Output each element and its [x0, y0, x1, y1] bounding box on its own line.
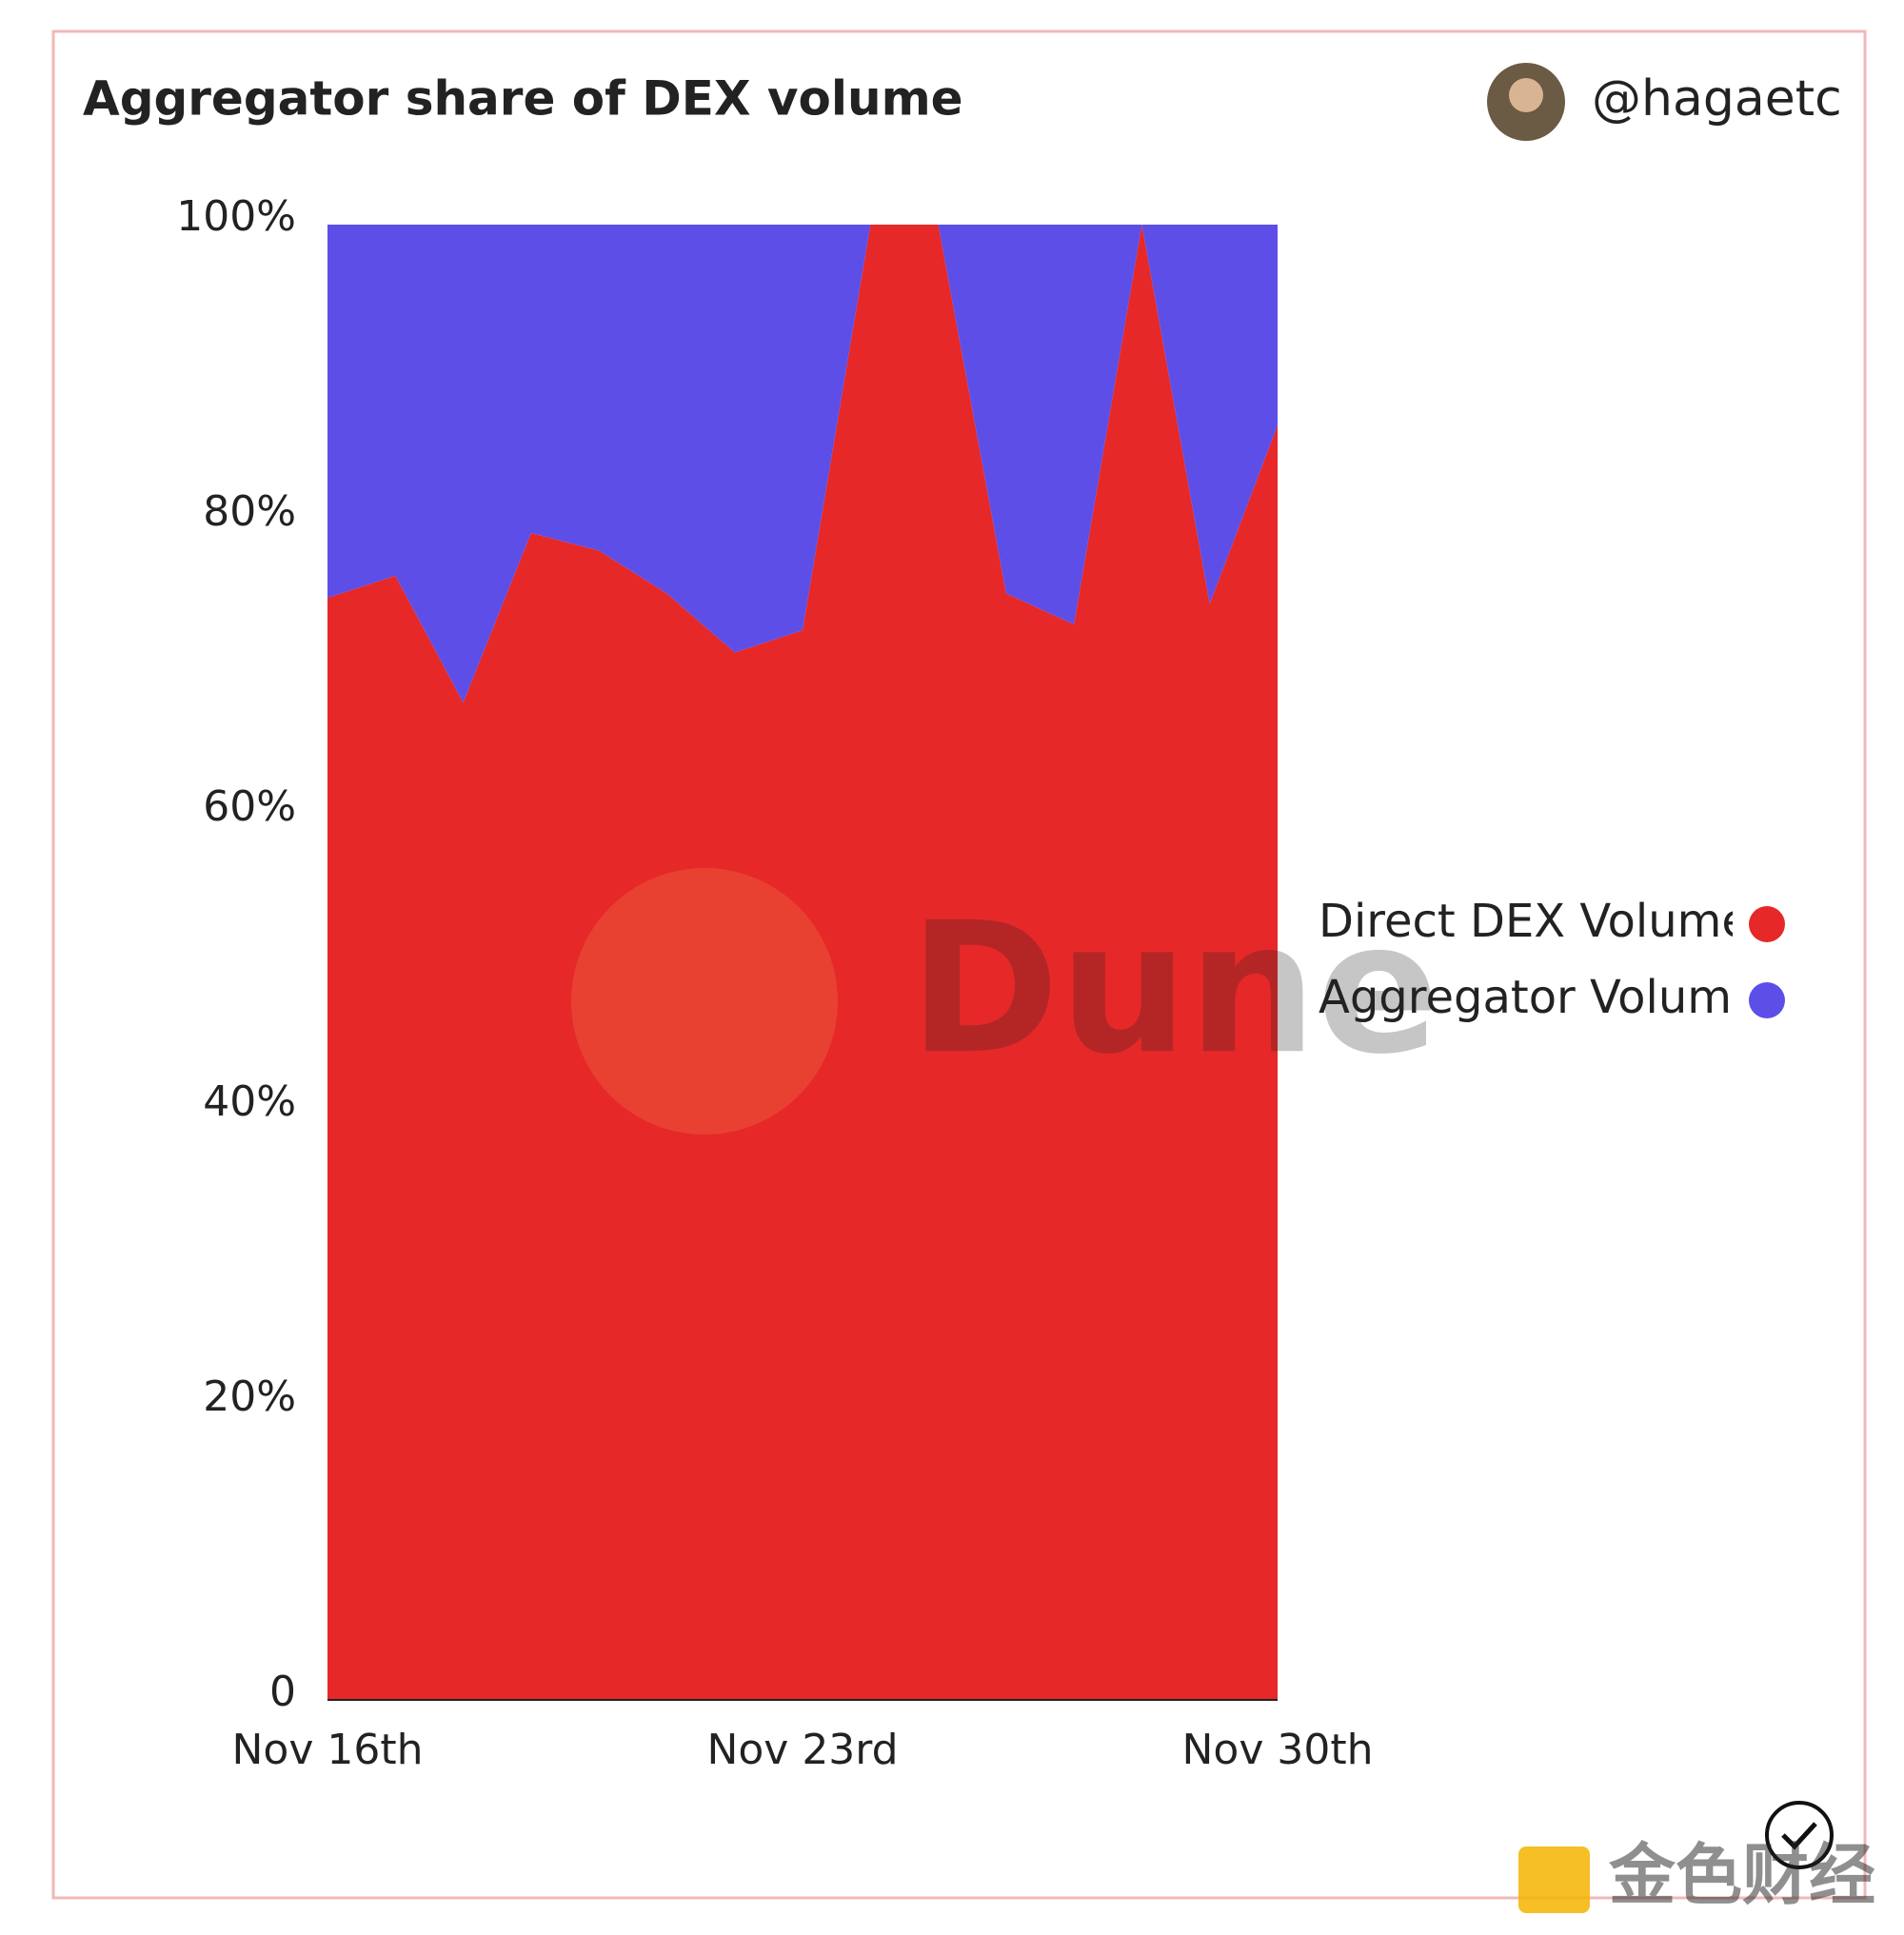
- area: [327, 225, 1278, 1700]
- y-tick-label: 80%: [203, 487, 296, 536]
- watermark-logo-2: [1518, 1846, 1590, 1913]
- check-mark: [1781, 1822, 1817, 1850]
- x-tick-label: Nov 23rd: [706, 1726, 898, 1774]
- frame: [51, 30, 1867, 1900]
- legend-swatch: [1749, 906, 1785, 942]
- plot: 0 20% 40% 60% 80% 100% Nov 16th Nov 23rd Nov 30t…: [176, 192, 1785, 1774]
- watermark-2: 金色财经: [1608, 1836, 1875, 1914]
- x-tick-label: Nov 30th: [1182, 1726, 1374, 1774]
- watermark-group: Dune 金色财经: [571, 868, 1875, 1914]
- watermark-logo: [571, 868, 838, 1135]
- y-tick-label: 40%: [203, 1077, 296, 1126]
- y-tick-label: 60%: [203, 782, 296, 831]
- legend: Direct DEX Volume Aggregator Volume: [1319, 895, 1785, 1024]
- x-tick-label: Nov 16th: [232, 1726, 424, 1774]
- check-icon: [1765, 1801, 1834, 1869]
- author: @hagaetc: [1592, 70, 1842, 128]
- legend-label: Direct DEX Volume: [1319, 895, 1750, 948]
- avatar-face: [1509, 78, 1543, 112]
- y-tick-label: 20%: [203, 1372, 296, 1421]
- chart-title: Aggregator share of DEX volume: [83, 71, 963, 127]
- legend-label: Aggregator Volume: [1319, 971, 1760, 1024]
- y-tick-label: 0: [269, 1668, 296, 1716]
- area: [327, 225, 1278, 703]
- y-tick-label: 100%: [176, 192, 296, 241]
- watermark: Dune: [909, 883, 1439, 1094]
- legend-swatch: [1749, 982, 1785, 1018]
